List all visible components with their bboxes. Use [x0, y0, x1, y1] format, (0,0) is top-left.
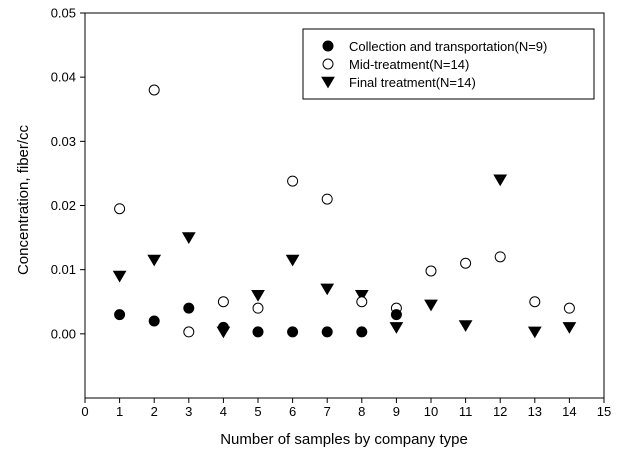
collection-point — [217, 321, 229, 333]
mid-treatment-point — [494, 251, 506, 263]
final-treatment-point — [354, 290, 369, 302]
final-treatment-point — [458, 320, 473, 332]
final-treatment-point — [285, 254, 300, 267]
y-tick-label: 0.05 — [51, 6, 76, 21]
final-treatment-point — [493, 174, 508, 187]
x-tick-label: 7 — [324, 404, 331, 419]
y-tick-label: 0.00 — [51, 326, 76, 341]
final-treatment-point — [147, 254, 162, 267]
x-tick-label: 9 — [393, 404, 400, 419]
x-tick-label: 11 — [459, 404, 473, 419]
collection-point — [183, 302, 195, 314]
final-treatment-point — [424, 299, 438, 312]
y-axis-label: Concentration, fiber/cc — [15, 124, 32, 275]
mid-treatment-point — [217, 296, 229, 308]
legend-box — [302, 28, 595, 100]
x-tick-label: 3 — [185, 404, 192, 419]
mid-treatment-point — [529, 296, 541, 308]
mid-treatment-point — [321, 193, 333, 205]
final-treatment-point — [527, 326, 542, 339]
legend: Collection and transportation(N=9) Mid-tr… — [302, 28, 595, 100]
y-tick-label: 0.02 — [51, 198, 76, 213]
x-tick-label: 12 — [493, 404, 507, 419]
mid-treatment-point — [287, 175, 299, 187]
x-tick-label: 15 — [597, 404, 611, 419]
final-treatment-point — [562, 322, 577, 334]
x-tick-label: 5 — [254, 404, 261, 419]
x-tick-label: 13 — [528, 404, 542, 419]
collection-point — [252, 326, 264, 338]
legend-marker — [321, 76, 335, 89]
legend-marker — [322, 58, 334, 70]
legend-label: Collection and transportation(N=9) — [349, 39, 547, 54]
final-treatment-point — [251, 290, 265, 302]
x-tick-label: 2 — [151, 404, 158, 419]
x-tick-label: 0 — [81, 404, 88, 419]
legend-marker — [322, 40, 334, 52]
mid-treatment-point — [356, 296, 368, 308]
mid-treatment-point — [252, 302, 264, 314]
collection-point — [356, 326, 368, 338]
x-axis: 0 1 2 3 4 5 6 7 8 9 10 11 12 13 14 15 — [81, 398, 611, 419]
x-axis-label: Number of samples by company type — [220, 431, 468, 448]
mid-treatment-point — [114, 203, 126, 215]
legend-label: Mid-treatment(N=14) — [349, 57, 469, 72]
y-axis: 0.00 0.01 0.02 0.03 0.04 0.05 — [51, 6, 85, 341]
legend-label: Final treatment(N=14) — [349, 75, 476, 90]
x-tick-label: 1 — [116, 404, 123, 419]
final-treatment-point — [389, 322, 404, 334]
y-tick-label: 0.01 — [51, 262, 76, 277]
x-tick-label: 14 — [562, 404, 576, 419]
mid-treatment-point — [148, 84, 160, 96]
mid-treatment-point — [460, 257, 472, 269]
collection-point — [287, 326, 299, 338]
x-tick-label: 4 — [220, 404, 227, 419]
mid-treatment-point — [563, 302, 575, 314]
y-tick-label: 0.04 — [51, 70, 76, 85]
collection-point — [321, 326, 333, 338]
y-tick-label: 0.03 — [51, 134, 76, 149]
x-tick-label: 10 — [424, 404, 438, 419]
data-points — [112, 84, 577, 339]
collection-point — [390, 309, 402, 321]
final-treatment-point — [181, 232, 196, 244]
x-tick-label: 6 — [289, 404, 296, 419]
final-treatment-point — [112, 270, 127, 283]
mid-treatment-point — [183, 326, 195, 338]
collection-point — [148, 315, 160, 327]
x-tick-label: 8 — [358, 404, 365, 419]
mid-treatment-point — [425, 265, 437, 277]
final-treatment-point — [320, 283, 335, 296]
collection-point — [114, 309, 126, 321]
